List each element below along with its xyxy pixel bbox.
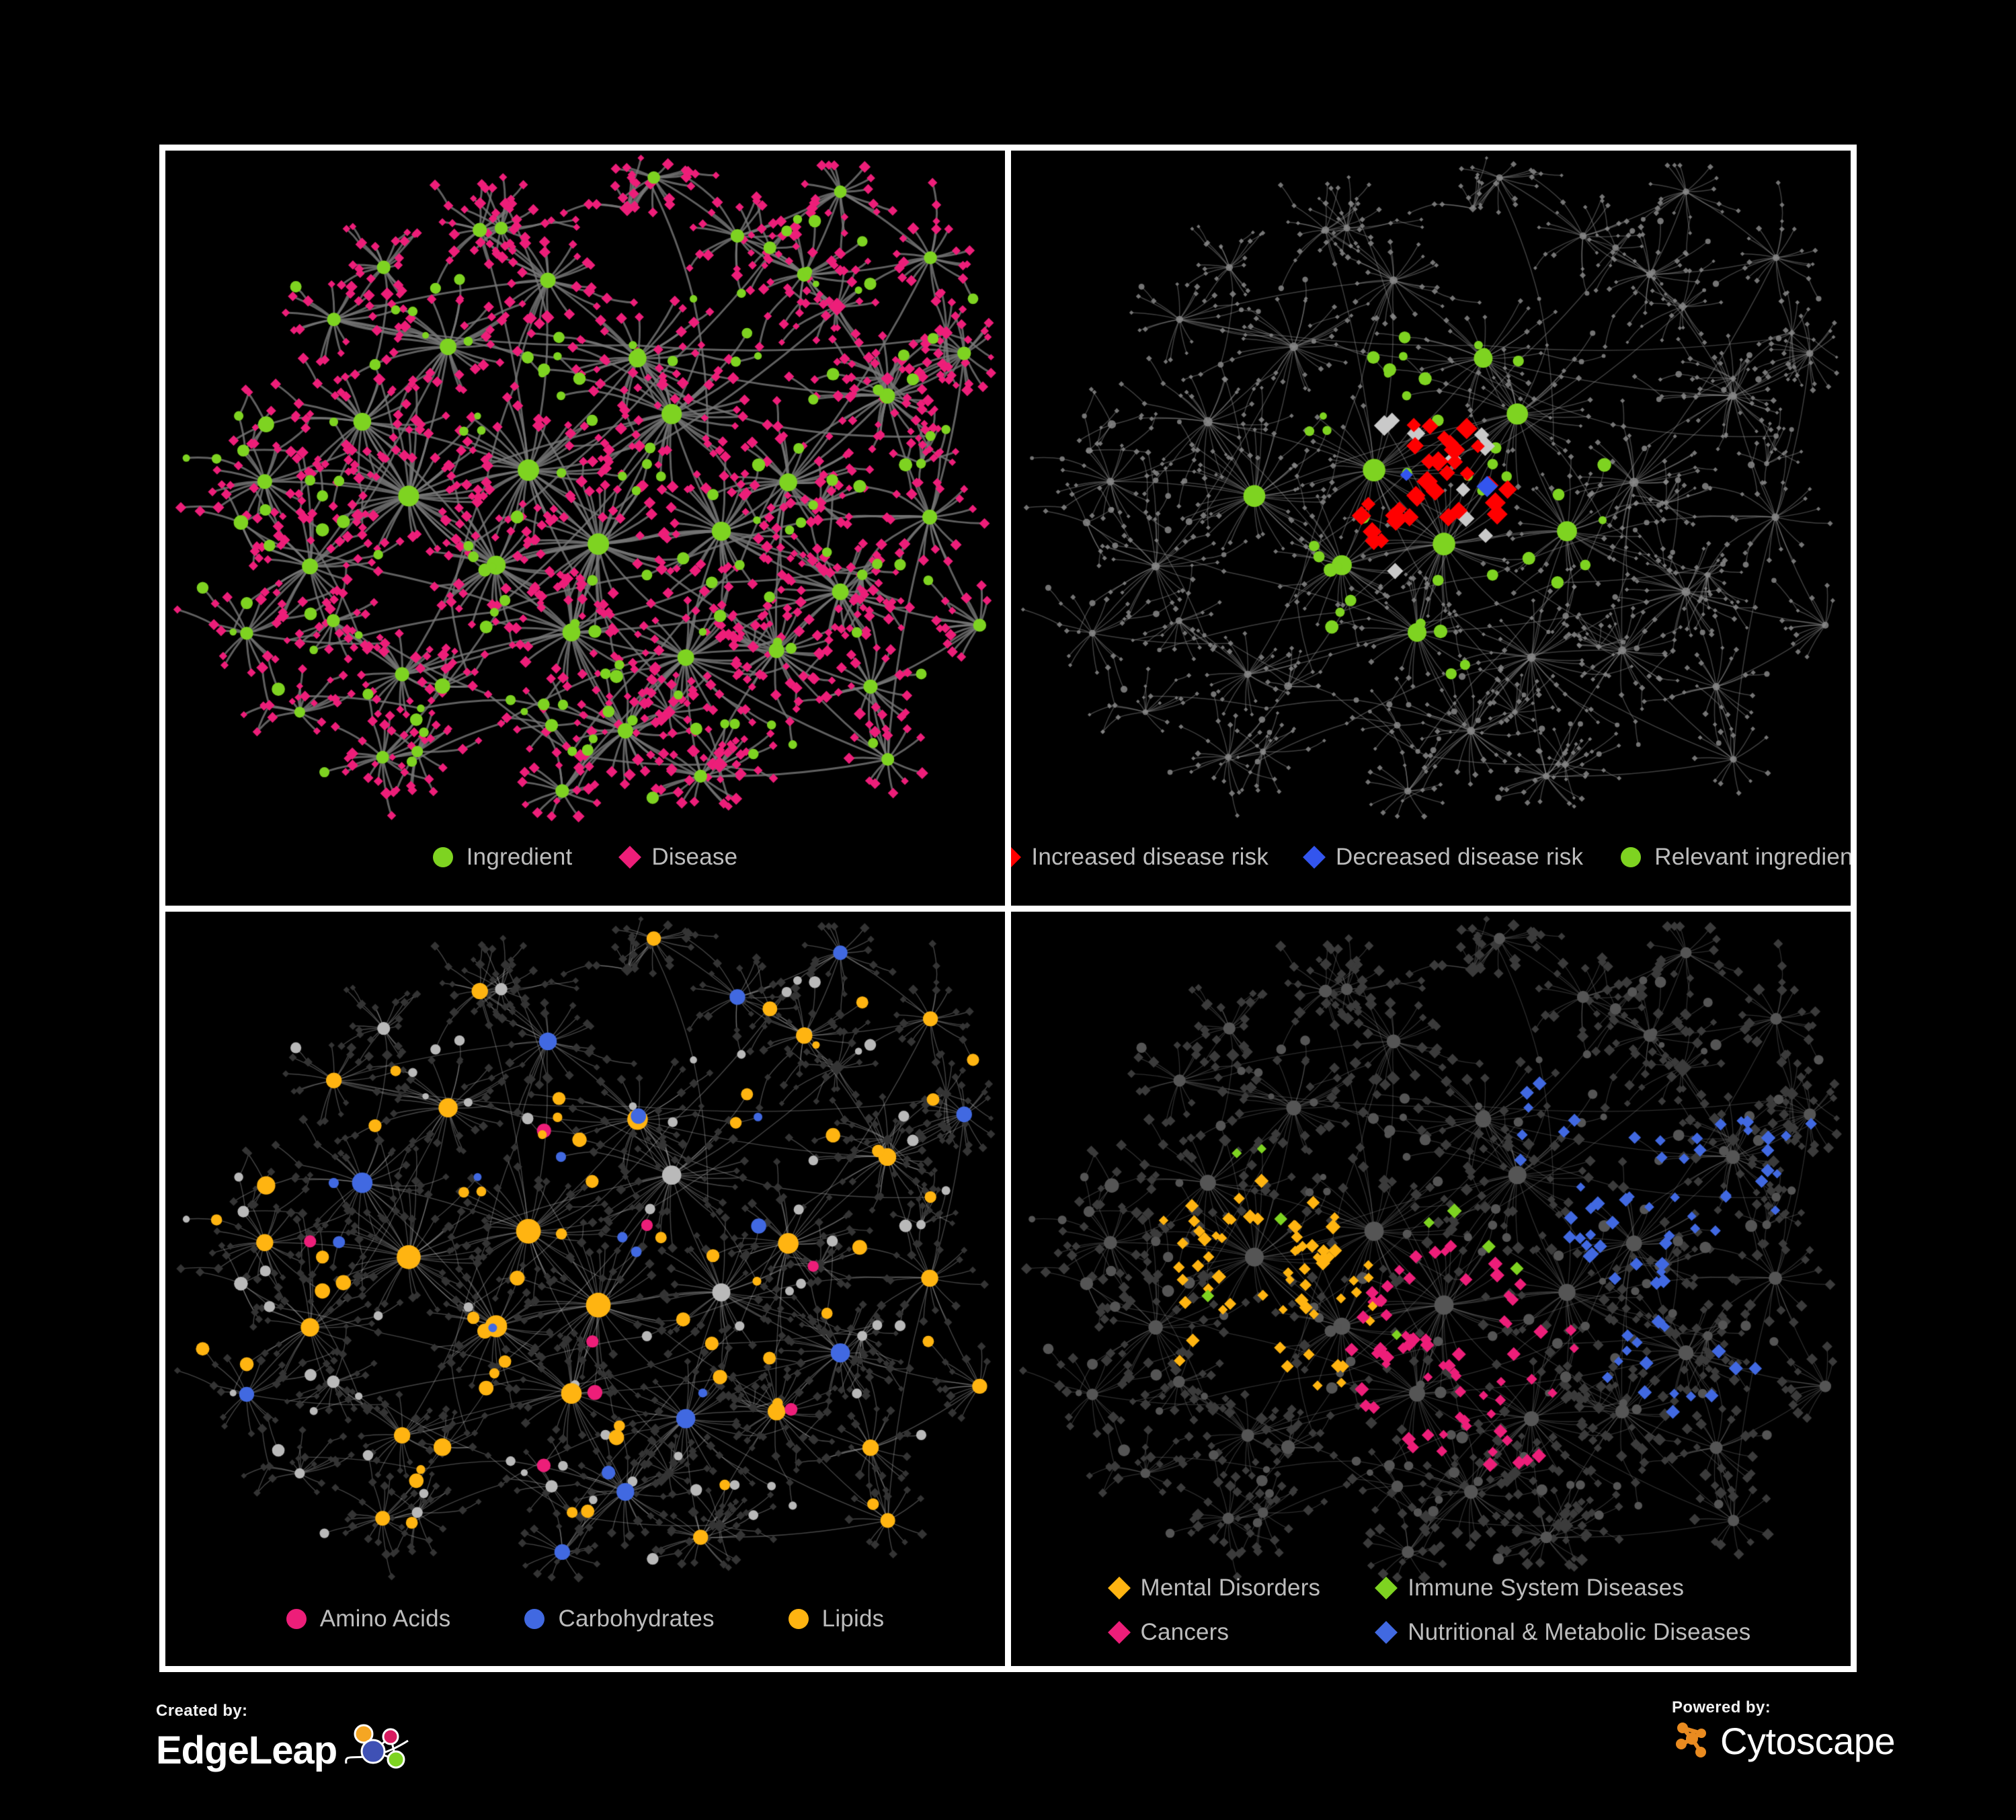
figure-frame: Ingredient Disease Increased disease ris… [159,145,1857,1672]
footer-powered-by: Powered by: Cytoscape [1672,1698,1896,1764]
panel-ingredient-class-network[interactable]: Amino Acids Carbohydrates Lipids [165,912,1005,1666]
network-canvas-d[interactable] [1011,912,1851,1666]
cytoscape-wordmark: Cytoscape [1720,1720,1896,1762]
network-canvas-c[interactable] [165,912,1005,1666]
panel-ingredient-disease-network[interactable]: Ingredient Disease [165,151,1005,906]
panel-divider-horizontal [165,906,1851,912]
network-canvas-a[interactable] [165,151,1005,906]
cytoscape-logo-icon [1672,1718,1713,1764]
network-canvas-b[interactable] [1011,151,1851,906]
powered-by-caption: Powered by: [1672,1698,1771,1716]
edgeleap-wordmark: EdgeLeap [156,1729,337,1772]
panel-disease-class-network[interactable]: Mental Disorders Immune System Diseases … [1011,912,1851,1666]
footer-created-by: Created by: EdgeLeap [156,1702,417,1779]
panel-disease-risk-network[interactable]: Increased disease risk Decreased disease… [1011,151,1851,906]
created-by-caption: Created by: [156,1702,248,1720]
edgeleap-logo-icon [344,1722,417,1779]
